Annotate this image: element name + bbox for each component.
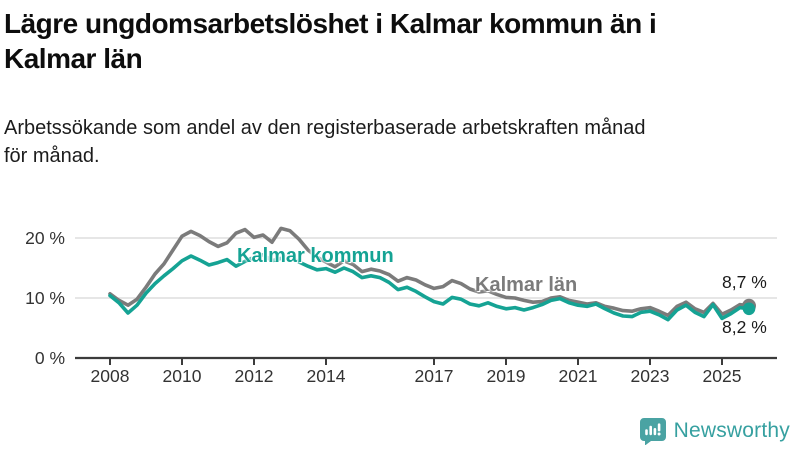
page-subtitle: Arbetssökande som andel av den registerb… xyxy=(4,117,646,167)
series-label-kalmar-kommun: Kalmar kommun xyxy=(237,245,394,267)
page-title: Lägre ungdomsarbetslöshet i Kalmar kommu… xyxy=(4,8,657,74)
series-label-kalmar-lan: Kalmar län xyxy=(475,274,578,296)
newsworthy-brand: Newsworthy xyxy=(639,417,790,445)
newsworthy-logo-icon xyxy=(639,418,666,445)
end-value-kalmar-lan: 8,7 % xyxy=(722,272,767,292)
end-value-kalmar-kommun: 8,2 % xyxy=(722,317,767,337)
newsworthy-brand-name: Newsworthy xyxy=(673,419,790,442)
